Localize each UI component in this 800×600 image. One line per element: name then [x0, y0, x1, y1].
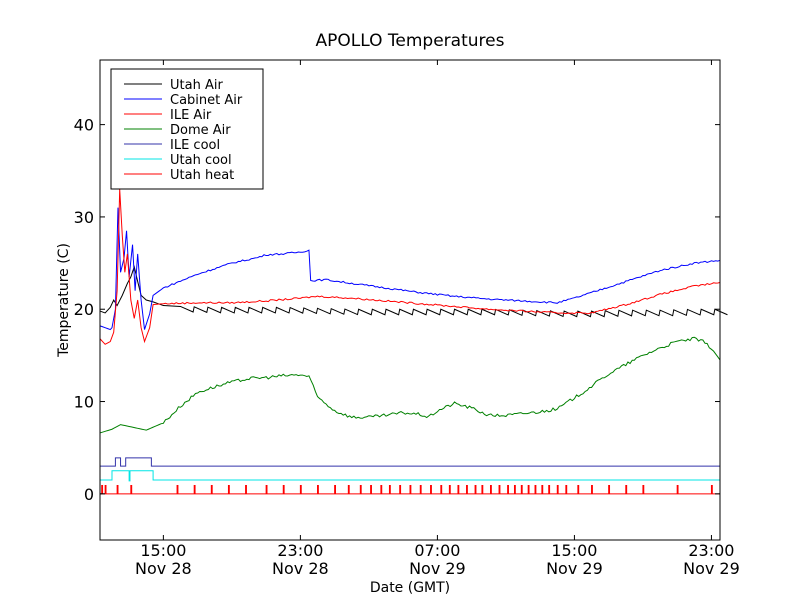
- utah-heat-pulse: [565, 485, 568, 494]
- utah-heat-pulse: [176, 485, 179, 494]
- plot-frame: [99, 59, 721, 541]
- utah-heat-pulse: [448, 485, 451, 494]
- utah-heat-pulse: [359, 485, 362, 494]
- utah-heat-pulse: [388, 485, 391, 494]
- utah-heat-pulse: [245, 485, 247, 494]
- utah-heat-pulse: [265, 485, 268, 494]
- utah-heat-pulse: [457, 485, 460, 494]
- utah-heat-pulse: [642, 485, 645, 494]
- x-tick-label-date: Nov 29: [546, 559, 603, 578]
- utah-heat-pulse: [556, 485, 559, 494]
- utah-heat-pulse: [419, 485, 422, 494]
- utah-heat-pulse: [490, 485, 492, 494]
- utah-heat-pulse: [193, 485, 196, 494]
- series-cabinet-air-line: [99, 207, 721, 331]
- series-ile-air-line: [99, 189, 721, 345]
- utah-heat-pulse: [299, 485, 302, 494]
- utah-heat-pulse: [513, 485, 516, 494]
- legend-label: Cabinet Air: [170, 93, 243, 108]
- y-axis-label: Temperature (C): [56, 243, 72, 358]
- utah-heat-pulse: [116, 485, 119, 494]
- legend-label: Utah Air: [170, 78, 223, 93]
- utah-heat-pulse: [440, 485, 443, 494]
- utah-heat-pulse: [710, 485, 713, 494]
- x-tick-label-time: 23:00: [688, 541, 734, 560]
- utah-heat-pulse: [507, 485, 509, 494]
- utah-heat-pulse: [548, 485, 551, 494]
- x-tick-label-time: 15:00: [140, 541, 186, 560]
- y-tick-label: 40: [74, 116, 94, 135]
- utah-heat-pulse: [608, 485, 611, 494]
- utah-heat-pulse: [104, 485, 107, 494]
- x-tick-label-time: 23:00: [277, 541, 323, 560]
- utah-heat-pulse: [347, 485, 350, 494]
- x-tick-label-date: Nov 29: [683, 559, 740, 578]
- x-tick-label-time: 07:00: [414, 541, 460, 560]
- y-tick-label: 30: [74, 208, 94, 227]
- utah-heat-pulse: [227, 485, 230, 494]
- utah-heat-pulse: [481, 485, 484, 494]
- utah-heat-pulse: [474, 485, 477, 494]
- legend-label: Dome Air: [170, 123, 231, 138]
- utah-heat-pulse: [541, 485, 544, 494]
- utah-heat-pulse: [370, 485, 372, 494]
- utah-heat-pulse: [210, 485, 213, 494]
- utah-heat-pulse: [676, 485, 679, 494]
- utah-heat-pulse: [282, 485, 285, 494]
- series-layer: [99, 189, 728, 495]
- y-tick-label: 20: [74, 300, 94, 319]
- legend-label: ILE cool: [170, 138, 220, 153]
- chart-title: APOLLO Temperatures: [316, 31, 505, 51]
- legend-label: Utah cool: [170, 153, 232, 168]
- utah-heat-pulse: [527, 485, 530, 494]
- series-ile-cool-line: [100, 457, 720, 467]
- utah-heat-pulse: [577, 485, 580, 494]
- utah-heat-pulse: [317, 485, 319, 494]
- utah-heat-pulse: [101, 485, 104, 494]
- utah-heat-pulse: [409, 485, 412, 494]
- x-tick-label-date: Nov 28: [272, 559, 329, 578]
- utah-heat-pulse: [430, 485, 432, 494]
- utah-heat-pulse: [380, 485, 383, 494]
- y-tick-label: 10: [74, 393, 94, 412]
- series-utah-cool-line: [100, 470, 720, 482]
- legend-label: Utah heat: [170, 168, 234, 183]
- utah-heat-pulse: [399, 485, 402, 494]
- utah-heat-pulse: [591, 485, 593, 494]
- x-tick-label-date: Nov 28: [135, 559, 192, 578]
- utah-heat-pulse: [466, 485, 468, 494]
- x-tick-label-time: 15:00: [551, 541, 597, 560]
- utah-heat-pulse: [625, 485, 628, 494]
- x-tick-label-date: Nov 29: [409, 559, 466, 578]
- legend-label: ILE Air: [170, 108, 212, 123]
- utah-heat-pulse: [534, 485, 537, 494]
- utah-heat-pulse: [334, 485, 336, 494]
- utah-heat-pulse: [520, 485, 523, 494]
- x-axis-label: Date (GMT): [370, 580, 450, 596]
- series-dome-air-line: [99, 336, 721, 434]
- utah-heat-pulse: [130, 485, 133, 494]
- y-tick-label: 0: [84, 485, 94, 504]
- series-utah-air-line: [99, 264, 728, 318]
- utah-heat-pulse: [498, 485, 501, 494]
